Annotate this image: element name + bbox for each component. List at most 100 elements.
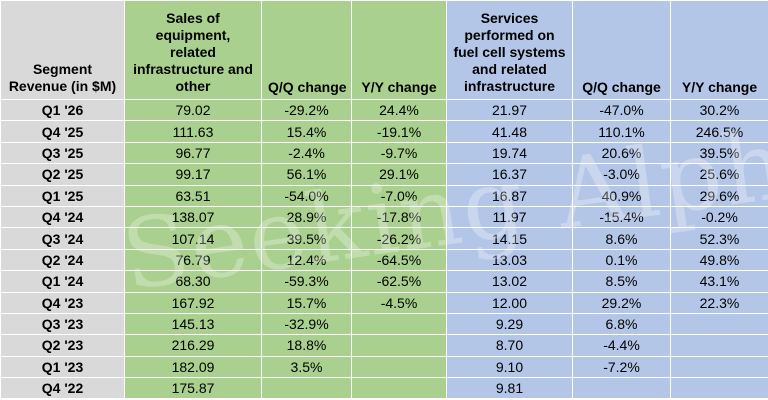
cell-services-qq: 6.8% (572, 312, 671, 336)
table-row: Q1 '25 63.51 -54.0% -7.0% 16.87 40.9% 29.6% (0, 184, 768, 207)
table-row: Q2 '23 216.29 18.8% 8.70 -4.4% (0, 334, 768, 357)
cell-services: 13.02 (446, 270, 573, 293)
table-row: Q3 '25 96.77 -2.4% -9.7% 19.74 20.6% 39.5% (0, 141, 768, 165)
cell-quarter: Q1 '26 (0, 98, 125, 122)
cell-equipment: 138.07 (124, 205, 262, 229)
cell-equipment: 96.77 (124, 141, 262, 165)
cell-services-yy: 246.5% (670, 120, 768, 143)
cell-services-yy: 22.3% (670, 291, 768, 314)
cell-quarter: Q1 '23 (0, 355, 125, 379)
cell-quarter: Q2 '25 (0, 163, 125, 186)
header-services-qq: Q/Q change (572, 0, 671, 100)
table-row: Q2 '25 99.17 56.1% 29.1% 16.37 -3.0% 25.6% (0, 163, 768, 186)
cell-equipment-qq: 18.8% (261, 334, 352, 357)
cell-services-qq: 110.1% (572, 120, 671, 143)
cell-equipment-qq (261, 377, 352, 400)
cell-services-qq: -47.0% (572, 98, 671, 122)
header-equipment: Sales of equipment, related infrastructu… (124, 0, 262, 100)
cell-equipment-yy (351, 312, 447, 336)
cell-services-qq: 8.5% (572, 270, 671, 293)
cell-equipment: 167.92 (124, 291, 262, 314)
cell-equipment-yy: -19.1% (351, 120, 447, 143)
cell-services: 8.70 (446, 334, 573, 357)
table-row: Q2 '24 76.79 12.4% -64.5% 13.03 0.1% 49.8% (0, 248, 768, 272)
cell-equipment-qq: -54.0% (261, 184, 352, 207)
cell-equipment-yy: -4.5% (351, 291, 447, 314)
cell-services-yy: 49.8% (670, 248, 768, 272)
header-row: Segment Revenue (in $M) Sales of equipme… (0, 0, 768, 100)
cell-services-yy: 52.3% (670, 227, 768, 250)
cell-services: 16.37 (446, 163, 573, 186)
cell-services: 9.10 (446, 355, 573, 379)
cell-equipment: 145.13 (124, 312, 262, 336)
cell-equipment-yy: 29.1% (351, 163, 447, 186)
cell-equipment-qq: -29.2% (261, 98, 352, 122)
table-row: Q1 '26 79.02 -29.2% 24.4% 21.97 -47.0% 30.2% (0, 98, 768, 122)
cell-equipment-qq: 39.5% (261, 227, 352, 250)
table-row: Q3 '23 145.13 -32.9% 9.29 6.8% (0, 312, 768, 336)
cell-services: 11.97 (446, 205, 573, 229)
table-row: Q1 '24 68.30 -59.3% -62.5% 13.02 8.5% 43.1% (0, 270, 768, 293)
cell-equipment-qq: -2.4% (261, 141, 352, 165)
cell-equipment-qq: 3.5% (261, 355, 352, 379)
cell-services-qq: 8.6% (572, 227, 671, 250)
cell-equipment-qq: 12.4% (261, 248, 352, 272)
cell-quarter: Q3 '25 (0, 141, 125, 165)
cell-services-qq: -7.2% (572, 355, 671, 379)
cell-quarter: Q3 '24 (0, 227, 125, 250)
table-row: Q4 '23 167.92 15.7% -4.5% 12.00 29.2% 22.3% (0, 291, 768, 314)
cell-services-yy: -0.2% (670, 205, 768, 229)
cell-services-yy: 39.5% (670, 141, 768, 165)
cell-quarter: Q4 '22 (0, 377, 125, 400)
cell-equipment-qq: -32.9% (261, 312, 352, 336)
table-row: Q3 '24 107.14 39.5% -26.2% 14.15 8.6% 52.3% (0, 227, 768, 250)
table-row: Q4 '25 111.63 15.4% -19.1% 41.48 110.1% 246.5% (0, 120, 768, 143)
cell-equipment: 79.02 (124, 98, 262, 122)
cell-equipment: 76.79 (124, 248, 262, 272)
cell-services-qq: 20.6% (572, 141, 671, 165)
cell-equipment-qq: 28.9% (261, 205, 352, 229)
cell-equipment: 182.09 (124, 355, 262, 379)
cell-equipment-yy: -62.5% (351, 270, 447, 293)
cell-equipment: 111.63 (124, 120, 262, 143)
cell-services: 9.81 (446, 377, 573, 400)
cell-services-qq: -3.0% (572, 163, 671, 186)
cell-services-yy: 29.6% (670, 184, 768, 207)
cell-quarter: Q1 '25 (0, 184, 125, 207)
cell-equipment-yy: -26.2% (351, 227, 447, 250)
cell-equipment-qq: 56.1% (261, 163, 352, 186)
cell-services: 19.74 (446, 141, 573, 165)
cell-services: 16.87 (446, 184, 573, 207)
cell-services: 9.29 (446, 312, 573, 336)
cell-services: 21.97 (446, 98, 573, 122)
cell-services-qq: 0.1% (572, 248, 671, 272)
cell-equipment-yy: 24.4% (351, 98, 447, 122)
cell-services-yy (670, 377, 768, 400)
cell-services-qq: -4.4% (572, 334, 671, 357)
cell-services-yy: 43.1% (670, 270, 768, 293)
cell-services: 12.00 (446, 291, 573, 314)
cell-services: 13.03 (446, 248, 573, 272)
header-segment: Segment Revenue (in $M) (0, 0, 125, 100)
cell-quarter: Q3 '23 (0, 312, 125, 336)
cell-equipment-qq: 15.4% (261, 120, 352, 143)
cell-quarter: Q2 '23 (0, 334, 125, 357)
cell-equipment-yy: -64.5% (351, 248, 447, 272)
cell-equipment: 63.51 (124, 184, 262, 207)
cell-quarter: Q4 '23 (0, 291, 125, 314)
cell-quarter: Q4 '25 (0, 120, 125, 143)
cell-quarter: Q1 '24 (0, 270, 125, 293)
header-services-yy: Y/Y change (670, 0, 768, 100)
cell-services-yy: 25.6% (670, 163, 768, 186)
cell-services: 41.48 (446, 120, 573, 143)
table-body: Q1 '26 79.02 -29.2% 24.4% 21.97 -47.0% 30.2% Q4… (0, 98, 768, 400)
cell-services-qq: 29.2% (572, 291, 671, 314)
cell-equipment-qq: -59.3% (261, 270, 352, 293)
cell-services-yy (670, 334, 768, 357)
cell-services-qq: 40.9% (572, 184, 671, 207)
cell-services-yy (670, 355, 768, 379)
table-row: Q4 '24 138.07 28.9% -17.8% 11.97 -15.4% -0.2% (0, 205, 768, 229)
header-services: Services performed on fuel cell systems … (446, 0, 573, 100)
cell-equipment: 99.17 (124, 163, 262, 186)
